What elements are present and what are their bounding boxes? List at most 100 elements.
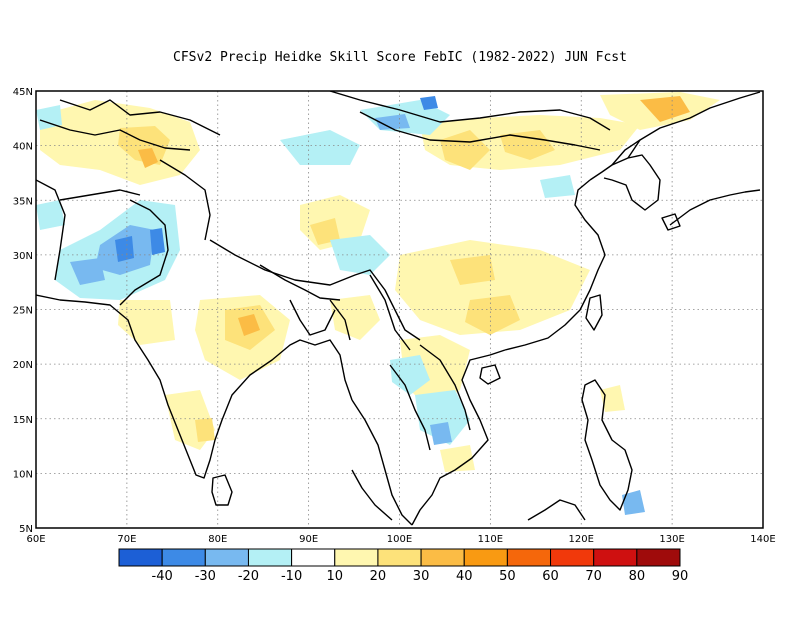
coastlines-borders <box>36 91 761 526</box>
lon-tick-label: 60E <box>26 534 45 545</box>
shade-neg-sw-asia <box>36 200 65 230</box>
colorbar-swatch <box>506 548 552 567</box>
coast-myanmar-malay <box>351 399 413 526</box>
skill-shading <box>36 92 720 515</box>
colorbar: -40 -30 -20 -10 10 20 30 40 50 60 70 80 90 <box>118 548 689 584</box>
lat-tick-label: 20N <box>13 360 33 371</box>
coast-south-china <box>504 179 606 351</box>
lat-tick-label: 15N <box>13 415 33 426</box>
colorbar-swatch <box>420 548 465 567</box>
shade-pos-china-south <box>395 240 590 335</box>
lat-lon-grid <box>36 91 763 528</box>
colorbar-label: -10 <box>281 569 302 584</box>
lat-tick-label: 25N <box>13 306 33 317</box>
lat-tick-label: 5N <box>19 524 33 535</box>
colorbar-label: 50 <box>499 569 516 584</box>
border-india-east <box>329 299 351 341</box>
colorbar-swatch <box>463 548 508 567</box>
map-title: CFSv2 Precip Heidke Skill Score FebIC (1… <box>173 50 627 65</box>
colorbar-label: 70 <box>585 569 602 584</box>
colorbar-swatch <box>204 548 249 567</box>
coast-japan-kyushu <box>661 213 681 231</box>
border-thailand <box>389 364 431 451</box>
border-kazakh-north <box>59 99 221 136</box>
coast-taiwan <box>585 294 603 331</box>
lat-tick-label: 35N <box>13 196 33 207</box>
lon-tick-label: 70E <box>117 534 136 545</box>
shade-pos-ne-core <box>640 96 690 122</box>
colorbar-swatch <box>550 548 595 567</box>
lon-tick-label: 110E <box>478 534 503 545</box>
colorbar-swatch <box>161 548 206 567</box>
border-nepal-bhutan <box>259 264 341 301</box>
border-iran <box>36 179 66 281</box>
colorbar-swatch <box>118 548 163 567</box>
shade-neg-pakistan-peak2 <box>150 228 165 255</box>
shade-neg-thailand <box>415 390 470 445</box>
coast-hainan <box>479 364 501 385</box>
shade-pos-india-south-core <box>195 418 215 442</box>
lon-tick-label: 80E <box>208 534 227 545</box>
colorbar-label: 20 <box>370 569 387 584</box>
shade-neg-cambodia <box>430 422 452 445</box>
colorbar-swatch <box>291 548 336 567</box>
coast-indochina <box>411 349 506 526</box>
colorbar-label: 60 <box>542 569 559 584</box>
colorbar-label: -30 <box>195 569 216 584</box>
shade-pos-east-sea <box>600 385 625 412</box>
coast-arabia-india <box>36 294 353 479</box>
shade-neg-mindanao <box>622 490 645 515</box>
coast-philippines <box>581 379 633 511</box>
shade-neg-central-asia <box>36 105 62 130</box>
colorbar-swatch <box>334 548 379 567</box>
shade-neg-iran <box>70 258 105 285</box>
colorbar-label: 90 <box>672 569 689 584</box>
lat-tick-label: 30N <box>13 251 33 262</box>
border-myanmar-china <box>369 274 411 351</box>
coast-sumatra <box>351 469 393 521</box>
colorbar-swatch <box>247 548 293 567</box>
lon-tick-labels: 60E 70E 80E 90E 100E 110E 120E 130E 140E <box>26 534 775 545</box>
shade-neg-north-core <box>375 114 410 130</box>
colorbar-swatch <box>593 548 638 567</box>
lat-tick-label: 40N <box>13 142 33 153</box>
plot-frame <box>35 90 764 529</box>
shade-pos-sichuan <box>450 255 495 285</box>
coast-srilanka <box>211 474 233 506</box>
shade-pos-india-peak <box>238 314 260 336</box>
colorbar-swatch <box>377 548 422 567</box>
border-china-india <box>209 239 421 341</box>
coast-japan <box>669 189 761 226</box>
colorbar-label: 30 <box>413 569 430 584</box>
border-tibet-north <box>159 159 211 241</box>
lon-tick-label: 140E <box>750 534 775 545</box>
colorbar-label: 40 <box>456 569 473 584</box>
shade-neg-north-peak <box>420 96 438 110</box>
lon-tick-label: 90E <box>299 534 318 545</box>
shade-neg-yunnan <box>390 355 430 395</box>
border-mongolia <box>329 91 611 131</box>
colorbar-swatch <box>636 548 681 567</box>
colorbar-label: -40 <box>152 569 173 584</box>
border-central-asia <box>39 119 191 151</box>
shade-neg-china-east <box>540 175 575 198</box>
border-laos-vietnam <box>419 344 471 431</box>
border-korea-china <box>611 139 641 166</box>
shade-pos-china-core <box>465 295 520 335</box>
border-afghanistan <box>59 189 141 201</box>
shade-pos-myanmar <box>330 295 380 340</box>
colorbar-label: 10 <box>326 569 343 584</box>
lon-tick-label: 100E <box>387 534 412 545</box>
lon-tick-label: 130E <box>659 534 684 545</box>
shade-pos-sea-bay <box>440 445 475 472</box>
lat-tick-label: 45N <box>13 87 33 98</box>
colorbar-label: 80 <box>629 569 646 584</box>
coast-borneo <box>527 499 586 521</box>
lat-tick-label: 10N <box>13 469 33 480</box>
shade-neg-pakistan-peak1 <box>115 236 134 262</box>
shade-neg-tarim <box>280 130 360 165</box>
shade-pos-kazakh-core <box>138 148 158 168</box>
shade-pos-tibet-core <box>310 218 340 245</box>
shade-pos-gobi <box>500 130 555 160</box>
